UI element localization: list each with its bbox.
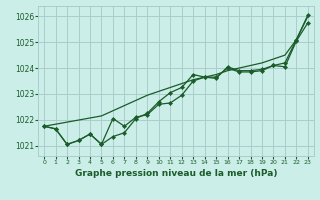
- X-axis label: Graphe pression niveau de la mer (hPa): Graphe pression niveau de la mer (hPa): [75, 169, 277, 178]
